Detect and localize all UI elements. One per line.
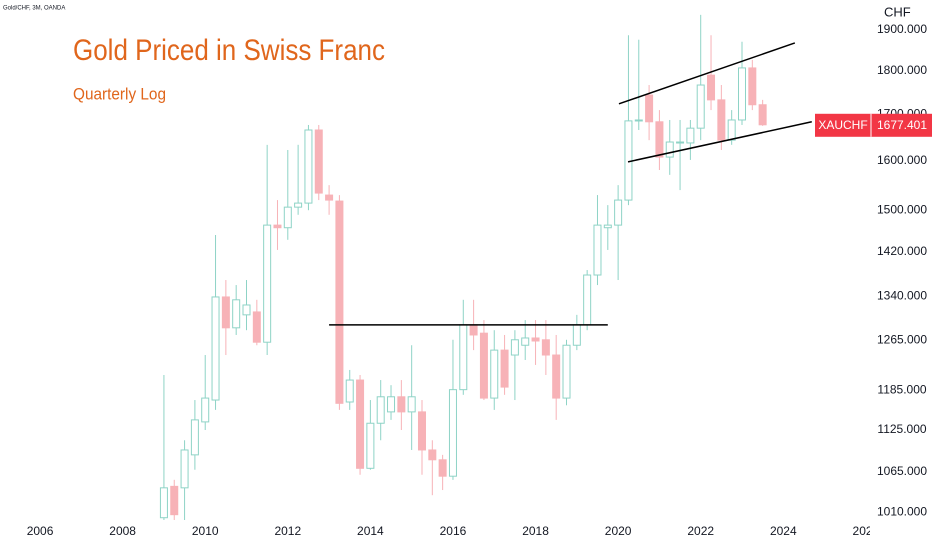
x-tick-label: 2024 xyxy=(770,524,797,538)
y-axis-panel xyxy=(870,0,932,550)
candle-body xyxy=(758,104,767,126)
y-unit: CHF xyxy=(884,4,911,19)
candle-body xyxy=(170,485,179,516)
candle-body xyxy=(603,224,612,229)
y-tick-label: 1900.000 xyxy=(877,22,927,36)
candle-body xyxy=(242,304,251,316)
last-price-label: 1677.401 xyxy=(877,118,927,132)
y-tick-label: 1265.000 xyxy=(877,333,927,347)
x-tick-label: 2022 xyxy=(687,524,714,538)
candle-body xyxy=(510,339,519,356)
candle-body xyxy=(304,129,313,204)
y-axis: 1010.000 1065.000 1125.000 1185.000 1265.000… xyxy=(870,0,932,550)
candle-body xyxy=(479,332,488,399)
candle-body xyxy=(696,84,705,129)
candle-body xyxy=(572,324,581,346)
x-tick-label: 2012 xyxy=(274,524,301,538)
x-tick-label: 2006 xyxy=(27,524,54,538)
candle-body xyxy=(283,206,292,229)
candle-body xyxy=(428,449,437,461)
candle-body xyxy=(614,199,623,226)
candle-body xyxy=(521,337,530,346)
candle-body xyxy=(397,396,406,413)
x-tick-label: 2020 xyxy=(605,524,632,538)
candle-body xyxy=(345,379,354,403)
candle-body xyxy=(469,324,478,336)
candle-body xyxy=(583,274,592,326)
candle-body xyxy=(325,194,334,201)
candle-body xyxy=(448,389,457,477)
candle-body xyxy=(438,459,447,477)
y-tick-label: 1065.000 xyxy=(877,464,927,478)
candle-body xyxy=(417,411,426,451)
candle-body xyxy=(645,94,654,123)
y-tick-label: 1340.000 xyxy=(877,289,927,303)
candle-body xyxy=(737,67,746,121)
source-label: Gold/CHF, 3M, OANDA xyxy=(3,6,65,12)
candle-body xyxy=(252,311,261,343)
trend-line xyxy=(627,121,812,163)
candle-body xyxy=(211,296,220,401)
candle-body xyxy=(201,397,210,423)
candle-body xyxy=(232,299,241,329)
y-tick-label: 1600.000 xyxy=(877,153,927,167)
x-tick-label: 2016 xyxy=(440,524,467,538)
candle-body xyxy=(541,339,550,356)
candle-body xyxy=(490,349,499,399)
candle-body xyxy=(459,324,468,391)
candle-body xyxy=(727,119,736,141)
candle-body xyxy=(314,129,323,194)
candle-body xyxy=(748,67,757,106)
candle-body xyxy=(366,422,375,469)
candle-body xyxy=(407,396,416,413)
y-tick-label: 1125.000 xyxy=(877,422,926,436)
candle-body xyxy=(263,224,272,343)
symbol-label: XAUCHF xyxy=(818,118,867,132)
candle-body xyxy=(159,487,168,519)
candle-body xyxy=(273,224,282,229)
y-tick-label: 1800.000 xyxy=(877,63,927,77)
candle-body xyxy=(686,127,695,144)
x-axis: 2006 2008 2010 2012 2014 2016 2018 2020 2022 2024… xyxy=(27,524,880,538)
candle-body xyxy=(376,396,385,424)
candle-body xyxy=(655,121,664,158)
plot-area xyxy=(159,14,812,520)
price-tag xyxy=(815,113,932,137)
candle-body xyxy=(593,224,602,276)
y-tick-label: 1500.000 xyxy=(877,202,927,216)
chart-title: Gold Priced in Swiss Franc xyxy=(73,34,385,67)
y-tick-label: 1185.000 xyxy=(877,382,926,396)
x-tick-label: 2010 xyxy=(192,524,219,538)
trend-line xyxy=(618,42,796,105)
candle-body xyxy=(221,296,230,329)
chart-subtitle: Quarterly Log xyxy=(73,84,166,103)
x-tick-label: 2014 xyxy=(357,524,384,538)
candle-body xyxy=(190,419,199,456)
y-tick-label: 1420.000 xyxy=(877,244,927,258)
candle-body xyxy=(180,449,189,489)
x-tick-label: 2018 xyxy=(522,524,549,538)
candle-body xyxy=(562,344,571,399)
candle-body xyxy=(707,74,716,101)
candle-body xyxy=(665,141,674,158)
x-tick-label: 2026 xyxy=(853,524,880,538)
candle-body xyxy=(552,354,561,399)
candle-body xyxy=(335,200,344,404)
candle-body xyxy=(500,349,509,388)
candle-body xyxy=(634,119,643,122)
candle-body xyxy=(294,202,303,208)
candle-body xyxy=(531,337,540,342)
candle-body xyxy=(717,99,726,141)
candle-body xyxy=(676,141,685,144)
candle-body xyxy=(356,379,365,469)
x-tick-label: 2008 xyxy=(109,524,136,538)
candle-body xyxy=(387,396,396,413)
y-tick-label: 1010.000 xyxy=(877,505,927,519)
